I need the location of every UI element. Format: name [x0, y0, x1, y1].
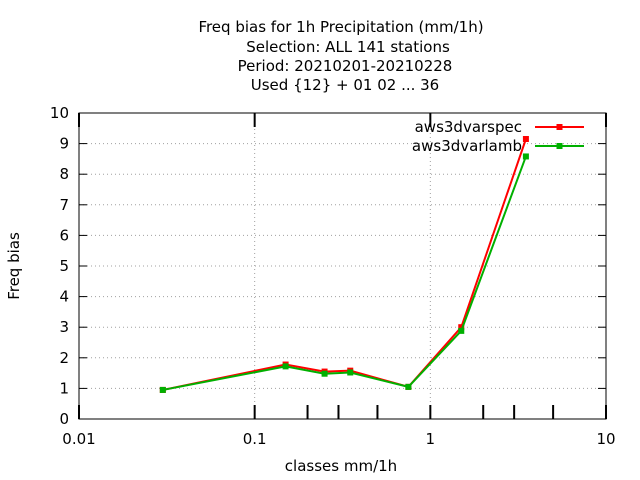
data-point: [282, 363, 289, 370]
series-line: [162, 156, 527, 391]
y-tick-label: 1: [59, 379, 69, 397]
y-tick-label: 3: [59, 318, 69, 336]
x-tick-label: 1: [426, 430, 436, 448]
legend-label: aws3dvarlamb: [412, 137, 522, 155]
y-tick-label: 7: [59, 196, 69, 214]
series-line: [162, 138, 527, 391]
x-axis-label: classes mm/1h: [285, 457, 397, 475]
chart-title-line-4: Used {12} + 01 02 ... 36: [251, 76, 439, 94]
y-tick-label: 10: [50, 104, 69, 122]
legend-marker: [556, 124, 563, 130]
y-axis-label: Freq bias: [5, 232, 23, 300]
data-point: [458, 324, 465, 331]
y-tick-label: 0: [59, 410, 69, 428]
y-tick-label: 8: [59, 165, 69, 183]
legend-entry: aws3dvarspec: [415, 118, 584, 136]
grid: [79, 113, 606, 419]
series-group: [159, 136, 529, 393]
y-tick-label: 9: [59, 135, 69, 153]
data-point: [321, 370, 328, 377]
legend-label: aws3dvarspec: [415, 118, 522, 136]
data-point: [522, 153, 529, 160]
data-point: [347, 369, 354, 376]
data-point: [458, 327, 465, 334]
y-tick-label: 5: [59, 257, 69, 275]
chart-title-line-2: Selection: ALL 141 stations: [246, 38, 450, 56]
data-point: [522, 136, 529, 143]
x-tick-label: 0.01: [62, 430, 95, 448]
chart-title: Freq bias for 1h Precipitation (mm/1h) S…: [198, 18, 483, 94]
x-tick-label: 10: [596, 430, 615, 448]
y-tick-label: 6: [59, 226, 69, 244]
legend-marker: [556, 143, 563, 149]
legend-entry: aws3dvarlamb: [412, 137, 584, 155]
y-tick-label: 2: [59, 349, 69, 367]
axes: 0 1 2 3 4 5 6 7 8 9 10 0.01 0.1 1 10: [50, 104, 616, 448]
data-point: [405, 383, 412, 390]
chart-title-line-3: Period: 20210201-20210228: [238, 57, 453, 75]
x-tick-label: 0.1: [243, 430, 267, 448]
data-point: [159, 386, 166, 393]
chart-title-line-1: Freq bias for 1h Precipitation (mm/1h): [198, 18, 483, 36]
series-aws3dvarlamb: [159, 153, 529, 393]
y-tick-label: 4: [59, 288, 69, 306]
